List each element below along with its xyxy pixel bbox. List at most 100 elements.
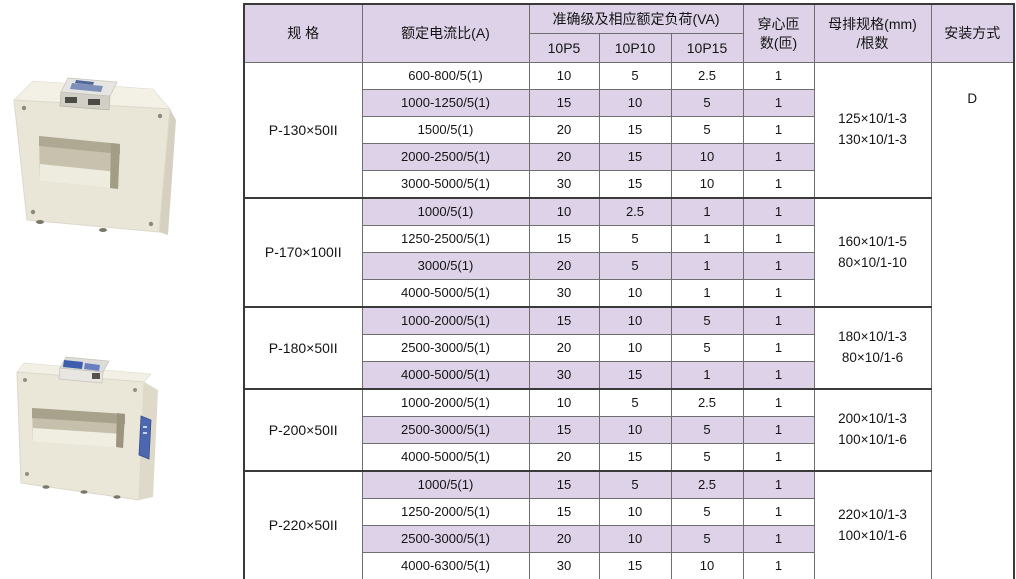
p15-cell: 5	[670, 89, 744, 117]
turns-cell: 1	[742, 498, 815, 526]
p5-cell: 20	[528, 252, 600, 280]
p15-cell: 5	[670, 443, 744, 472]
turns-cell: 1	[742, 443, 815, 472]
table-row: 4000-5000/5(1) 30 10 1 1	[244, 279, 1014, 308]
turns-cell: 1	[742, 197, 815, 226]
spec-cell: P-130×50II	[243, 62, 363, 199]
table-row: P-200×50II 1000-2000/5(1) 10 5 2.5 1 200×10/1-…	[243, 388, 1014, 472]
install-cell: D	[930, 62, 1015, 579]
p5-cell: 10	[528, 62, 600, 90]
busbar-line: 80×10/1-10	[838, 254, 907, 270]
spec-cell: P-220×50II	[243, 470, 363, 579]
busbar-line: 125×10/1-3	[838, 111, 907, 127]
p5-cell: 30	[528, 361, 600, 390]
p5-cell: 15	[528, 470, 600, 499]
turns-cell: 1	[742, 416, 815, 444]
p15-cell: 1	[670, 225, 744, 253]
table-row: P-170×100II 1000/5(1) 10 2.5 1 1 160×10/1-5 80×…	[243, 197, 1014, 308]
p5-cell: 10	[528, 388, 600, 417]
header-turns-line1: 穿心匝	[757, 16, 800, 33]
ratio-cell: 4000-5000/5(1)	[361, 279, 530, 308]
header-install: 安装方式	[930, 3, 1015, 63]
busbar-line: 200×10/1-3	[838, 411, 907, 427]
p10-cell: 15	[598, 443, 672, 472]
p5-cell: 30	[528, 170, 600, 199]
busbar-line: 80×10/1-6	[841, 350, 904, 365]
p15-cell: 2.5	[670, 62, 744, 90]
busbar-line: 100×10/1-6	[838, 527, 907, 543]
turns-cell: 1	[742, 361, 815, 390]
ratio-cell: 4000-5000/5(1)	[361, 361, 530, 390]
p15-cell: 5	[670, 525, 744, 553]
turns-cell: 1	[742, 552, 815, 579]
p10-cell: 5	[598, 225, 672, 253]
p15-cell: 2.5	[670, 470, 744, 499]
p15-cell: 5	[670, 306, 744, 335]
p10-cell: 10	[598, 89, 672, 117]
p5-cell: 15	[528, 498, 600, 526]
p15-cell: 5	[670, 498, 744, 526]
header-class-10p15: 10P15	[670, 33, 744, 63]
ratio-cell: 4000-6300/5(1)	[361, 552, 530, 579]
p5-cell: 15	[528, 416, 600, 444]
p15-cell: 2.5	[670, 388, 744, 417]
header-turns-line2: 数(匝)	[759, 34, 798, 51]
table-row: P-130×50II 600-800/5(1) 10 5 2.5 1 125×10/1-3 1…	[243, 62, 1015, 579]
ratio-cell: 2500-3000/5(1)	[361, 416, 530, 444]
header-class-10p10: 10P10	[598, 33, 672, 63]
ratio-cell: 2500-3000/5(1)	[361, 334, 530, 362]
p5-cell: 30	[528, 279, 600, 308]
header-ratio: 额定电流比(A)	[361, 3, 530, 63]
p10-cell: 5	[598, 252, 672, 280]
ratio-cell: 1000-1250/5(1)	[361, 89, 530, 117]
p15-cell: 1	[670, 361, 744, 390]
turns-cell: 1	[742, 62, 815, 90]
turns-cell: 1	[742, 279, 815, 308]
header-spec: 规 格	[243, 3, 363, 63]
busbar-cell: 200×10/1-3 100×10/1-6	[813, 388, 932, 472]
p10-cell: 10	[598, 279, 672, 308]
table-row: 4000-6300/5(1) 30 15 10 1	[244, 552, 1014, 579]
p5-cell: 30	[528, 552, 600, 579]
ratio-cell: 1000-2000/5(1)	[361, 388, 530, 417]
busbar-line: 160×10/1-5	[838, 233, 907, 249]
p10-cell: 15	[598, 116, 672, 144]
p10-cell: 10	[598, 306, 672, 335]
p10-cell: 5	[598, 388, 672, 417]
ratio-cell: 1000/5(1)	[361, 197, 530, 226]
ratio-cell: 1000-2000/5(1)	[361, 306, 530, 335]
turns-cell: 1	[742, 252, 815, 280]
header-accuracy-group: 准确级及相应额定负荷(VA)	[528, 3, 744, 34]
table-row: P-220×50II 1000/5(1) 15 5 2.5 1 220×10/1-3 100×…	[243, 470, 1014, 579]
turns-cell: 1	[742, 143, 815, 171]
header-busbar-line1: 母排规格(mm)	[828, 16, 917, 33]
p10-cell: 15	[598, 552, 672, 579]
ratio-cell: 1500/5(1)	[361, 116, 530, 144]
turns-cell: 1	[742, 470, 815, 499]
spec-cell: P-180×50II	[243, 306, 363, 390]
p10-cell: 5	[598, 62, 672, 90]
turns-cell: 1	[742, 89, 815, 117]
p5-cell: 20	[528, 443, 600, 472]
p10-cell: 15	[598, 143, 672, 171]
p10-cell: 2.5	[598, 197, 672, 226]
spec-cell: P-200×50II	[243, 388, 363, 472]
busbar-line: 130×10/1-3	[838, 132, 907, 147]
p10-cell: 15	[598, 361, 672, 390]
busbar-cell: 180×10/1-3 80×10/1-6	[813, 306, 932, 390]
header-busbar: 母排规格(mm) /根数	[813, 3, 932, 63]
product-photo-top	[13, 77, 176, 235]
p5-cell: 15	[528, 306, 600, 335]
p15-cell: 1	[670, 279, 744, 308]
p5-cell: 20	[528, 116, 600, 144]
ratio-cell: 4000-5000/5(1)	[361, 443, 530, 472]
turns-cell: 1	[742, 225, 815, 253]
p15-cell: 5	[670, 334, 744, 362]
table-row: 2000-2500/5(1) 20 15 10 1	[244, 143, 1014, 171]
turns-cell: 1	[742, 525, 815, 553]
table-row: 1250-2500/5(1) 15 5 1 1	[244, 225, 1014, 253]
ratio-cell: 1250-2500/5(1)	[361, 225, 530, 253]
busbar-cell: 125×10/1-3 130×10/1-3	[813, 62, 932, 199]
p5-cell: 20	[528, 334, 600, 362]
